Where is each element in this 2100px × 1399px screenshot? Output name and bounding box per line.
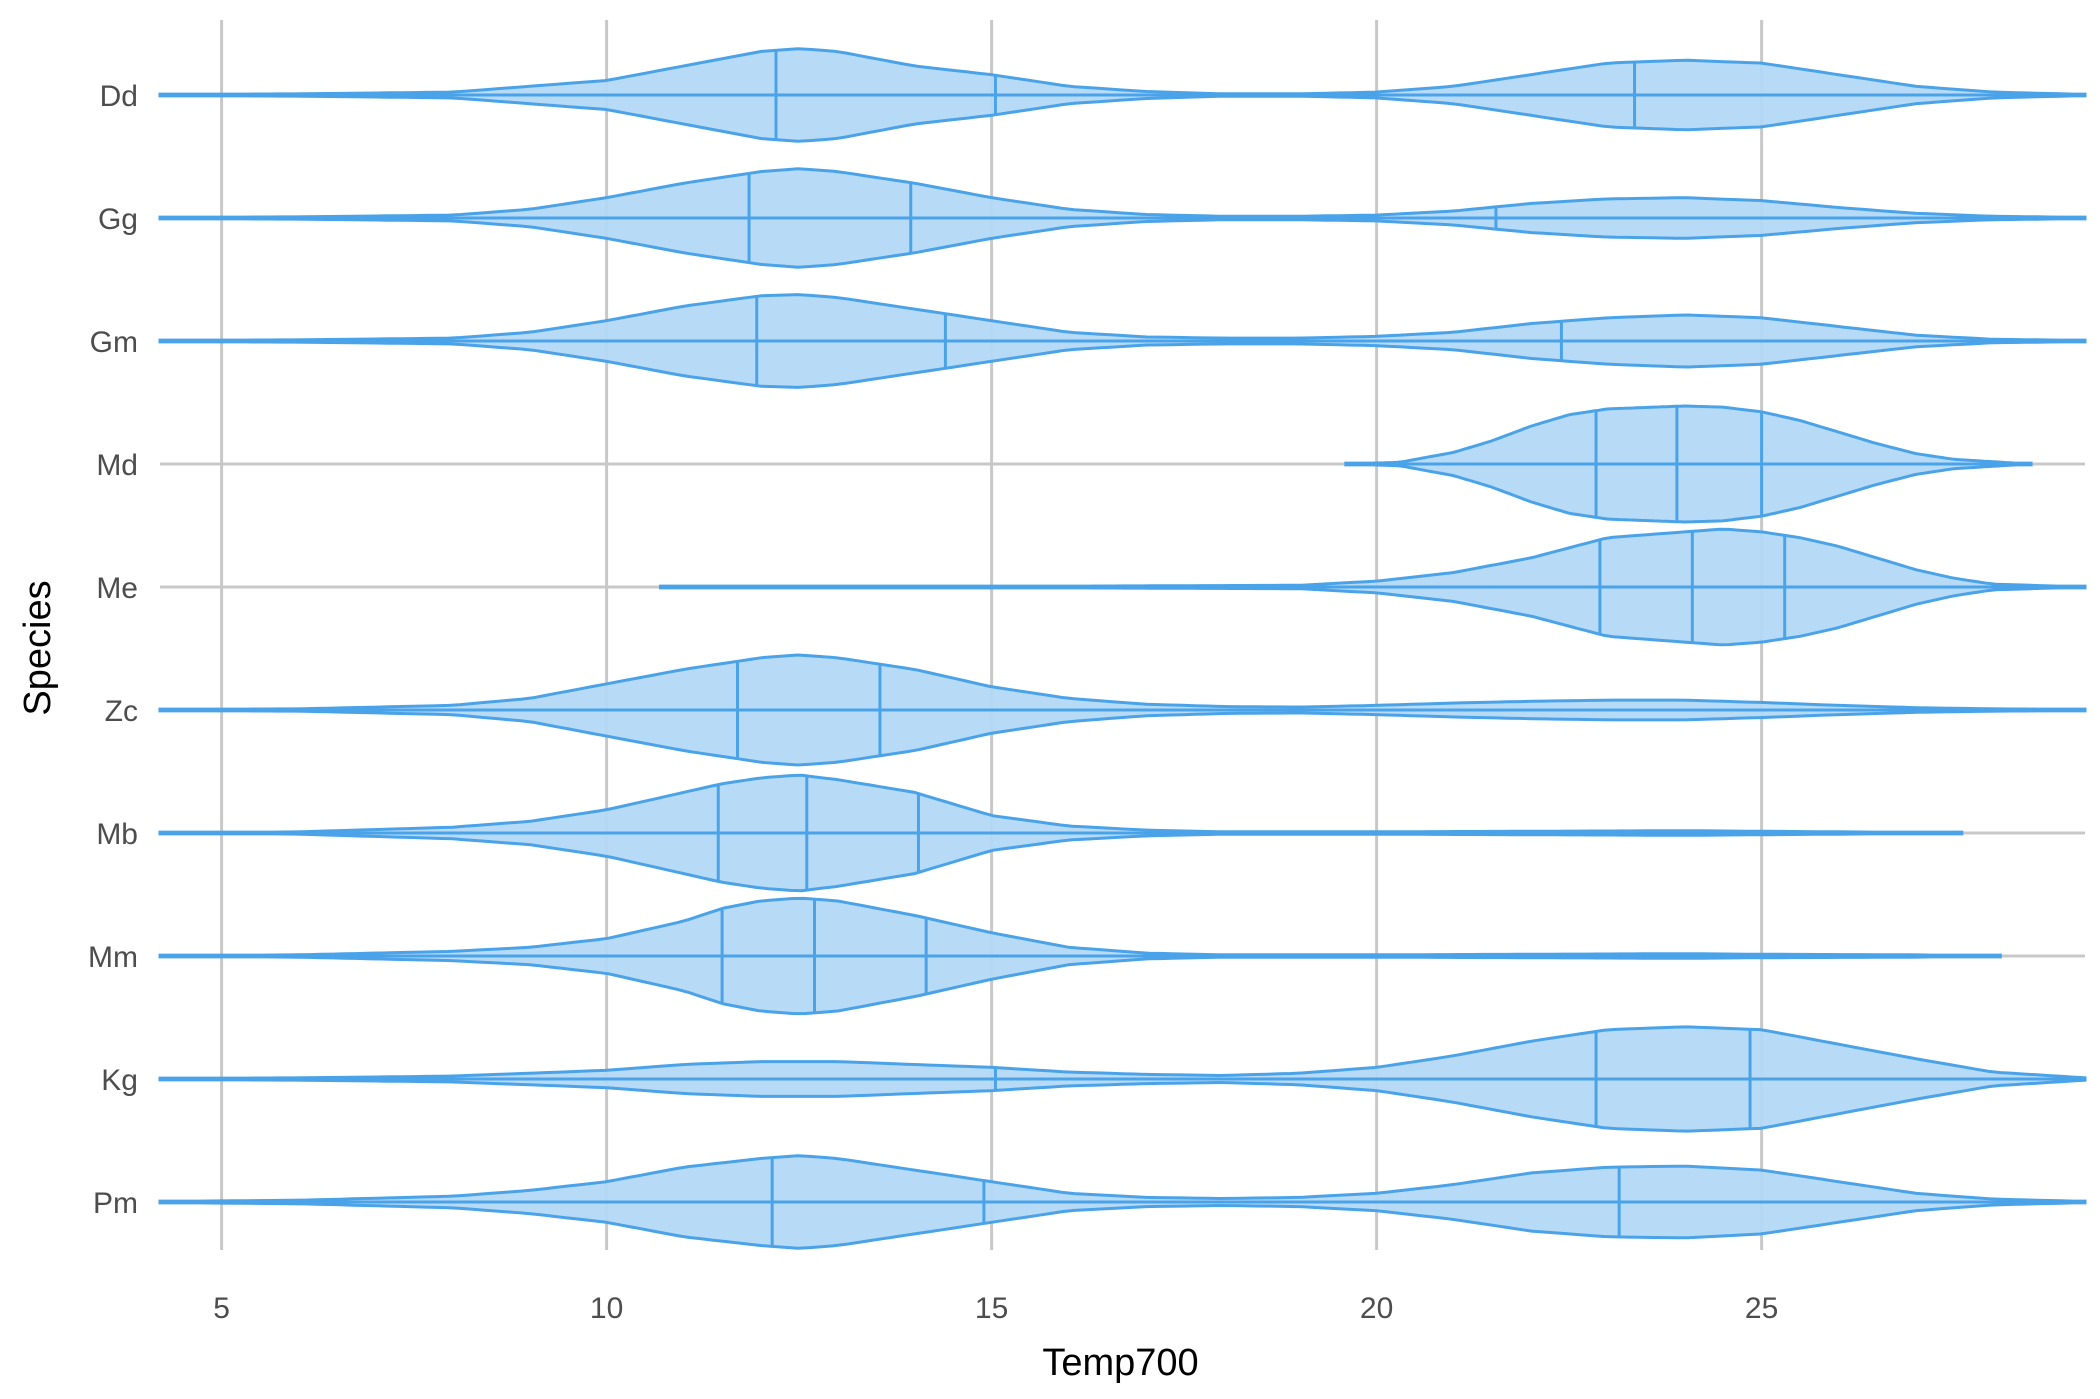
y-tick-label: Dd — [100, 80, 138, 113]
y-tick-label: Gg — [98, 203, 138, 236]
y-tick-label: Gm — [90, 326, 138, 359]
y-tick-label: Zc — [105, 695, 138, 728]
y-tick-label: Mm — [88, 941, 138, 974]
x-tick-label: 15 — [975, 1292, 1008, 1325]
x-axis-title: Temp700 — [1042, 1342, 1198, 1384]
x-axis-tick-labels: 5 10 15 20 25 — [213, 1292, 1778, 1325]
x-tick-label: 20 — [1360, 1292, 1393, 1325]
y-axis-tick-labels: Dd Gg Gm Md Me Zc Mb Mm Kg Pm — [88, 80, 138, 1220]
y-tick-label: Md — [96, 449, 138, 482]
x-tick-label: 5 — [213, 1292, 230, 1325]
y-axis-title: Species — [17, 580, 59, 715]
y-tick-label: Mb — [96, 818, 138, 851]
y-tick-label: Kg — [101, 1064, 138, 1097]
y-tick-label: Me — [96, 572, 138, 605]
violins — [158, 47, 2087, 1250]
x-tick-label: 10 — [590, 1292, 623, 1325]
y-tick-label: Pm — [93, 1187, 138, 1220]
x-tick-label: 25 — [1745, 1292, 1778, 1325]
